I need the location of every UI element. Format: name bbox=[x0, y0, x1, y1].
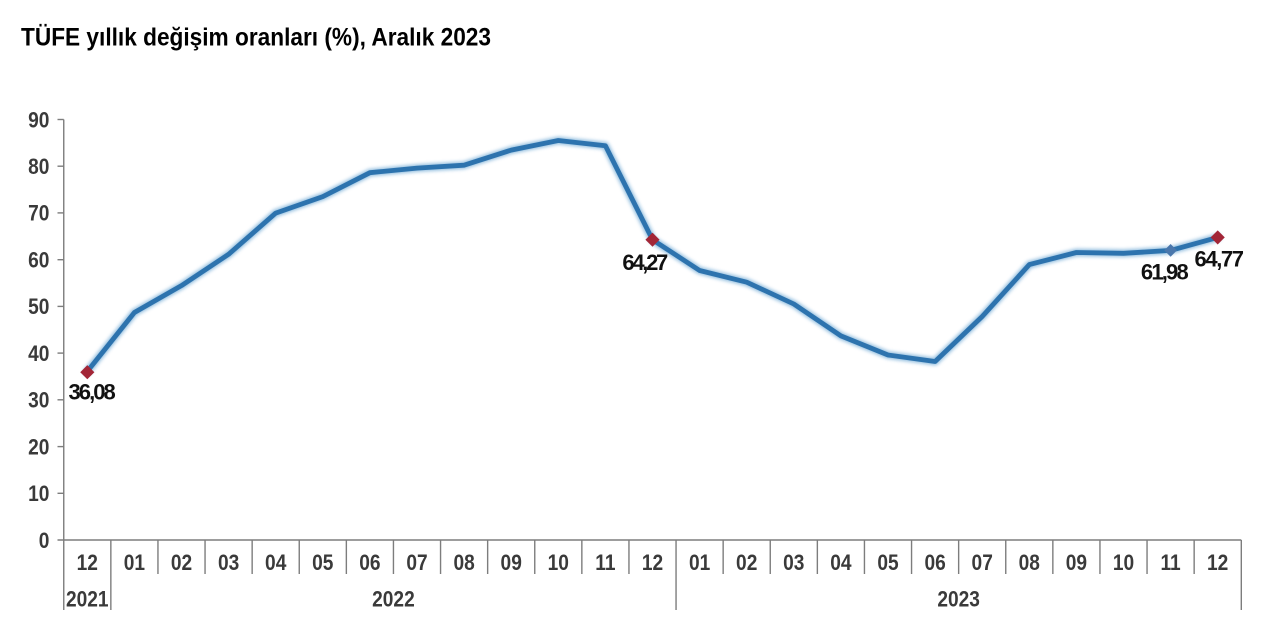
svg-text:TÜFE yıllık değişim oranları (: TÜFE yıllık değişim oranları (%), Aralık… bbox=[21, 23, 491, 52]
svg-text:0: 0 bbox=[39, 529, 50, 554]
svg-text:20: 20 bbox=[28, 435, 49, 460]
svg-text:04: 04 bbox=[265, 551, 287, 576]
svg-text:36,08: 36,08 bbox=[69, 380, 116, 405]
svg-text:12: 12 bbox=[642, 551, 663, 576]
svg-text:02: 02 bbox=[171, 551, 192, 576]
svg-text:06: 06 bbox=[924, 551, 945, 576]
svg-text:40: 40 bbox=[28, 342, 49, 367]
svg-text:30: 30 bbox=[28, 388, 49, 413]
svg-text:09: 09 bbox=[501, 551, 522, 576]
svg-text:60: 60 bbox=[28, 248, 49, 273]
svg-text:12: 12 bbox=[1207, 551, 1228, 576]
svg-text:2021: 2021 bbox=[66, 587, 109, 612]
svg-text:70: 70 bbox=[28, 201, 49, 226]
svg-text:10: 10 bbox=[28, 482, 49, 507]
svg-text:05: 05 bbox=[312, 551, 333, 576]
svg-text:02: 02 bbox=[736, 551, 757, 576]
svg-text:2022: 2022 bbox=[372, 587, 415, 612]
svg-text:11: 11 bbox=[595, 551, 615, 576]
svg-text:03: 03 bbox=[783, 551, 804, 576]
svg-text:90: 90 bbox=[28, 108, 49, 133]
svg-text:80: 80 bbox=[28, 155, 49, 180]
svg-text:07: 07 bbox=[972, 551, 993, 576]
svg-text:03: 03 bbox=[218, 551, 239, 576]
svg-text:01: 01 bbox=[124, 551, 145, 576]
svg-text:06: 06 bbox=[359, 551, 380, 576]
svg-text:01: 01 bbox=[689, 551, 710, 576]
svg-text:2023: 2023 bbox=[937, 587, 980, 612]
svg-text:09: 09 bbox=[1066, 551, 1087, 576]
svg-text:08: 08 bbox=[453, 551, 474, 576]
svg-text:50: 50 bbox=[28, 295, 49, 320]
svg-text:64,77: 64,77 bbox=[1195, 246, 1245, 271]
svg-text:07: 07 bbox=[406, 551, 427, 576]
svg-text:08: 08 bbox=[1019, 551, 1040, 576]
svg-text:11: 11 bbox=[1160, 551, 1180, 576]
svg-text:04: 04 bbox=[830, 551, 852, 576]
svg-text:12: 12 bbox=[77, 551, 98, 576]
svg-text:10: 10 bbox=[1113, 551, 1134, 576]
svg-text:10: 10 bbox=[548, 551, 569, 576]
svg-text:05: 05 bbox=[877, 551, 898, 576]
svg-text:61,98: 61,98 bbox=[1141, 260, 1189, 285]
svg-text:64,27: 64,27 bbox=[622, 250, 668, 275]
